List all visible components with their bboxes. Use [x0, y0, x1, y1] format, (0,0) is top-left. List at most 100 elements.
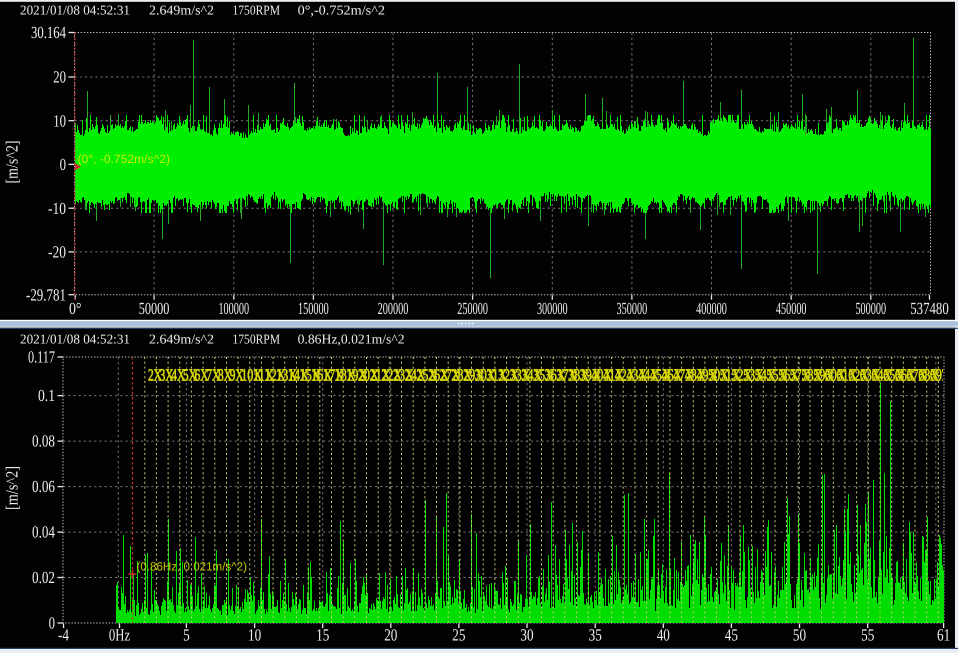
svg-text:52X: 52X [732, 366, 753, 385]
svg-text:-10: -10 [48, 199, 66, 218]
svg-text:0.06: 0.06 [32, 477, 55, 496]
svg-text:50000: 50000 [139, 299, 170, 318]
svg-text:18X: 18X [335, 366, 356, 385]
svg-text:0: 0 [60, 155, 66, 174]
svg-text:8X: 8X [218, 366, 232, 385]
svg-text:20X: 20X [358, 366, 379, 385]
svg-text:19X: 19X [346, 366, 367, 385]
svg-text:537480: 537480 [910, 299, 949, 318]
svg-text:10: 10 [248, 626, 261, 645]
svg-text:350000: 350000 [617, 299, 648, 318]
svg-text:500000: 500000 [855, 299, 886, 318]
svg-text:200000: 200000 [378, 299, 409, 318]
svg-text:4X: 4X [171, 366, 185, 385]
svg-text:30X: 30X [475, 366, 496, 385]
svg-text:-29.781: -29.781 [26, 285, 66, 304]
svg-text:50X: 50X [708, 366, 729, 385]
svg-text:67X: 67X [907, 366, 928, 385]
svg-text:48X: 48X [685, 366, 706, 385]
svg-text:0.04: 0.04 [32, 523, 55, 542]
svg-text:50: 50 [793, 626, 806, 645]
svg-text:69X: 69X [930, 366, 951, 385]
svg-text:35X: 35X [533, 366, 554, 385]
svg-text:5X: 5X [183, 366, 197, 385]
svg-text:32X: 32X [498, 366, 519, 385]
svg-text:400000: 400000 [696, 299, 727, 318]
svg-text:28X: 28X [451, 366, 472, 385]
svg-text:33X: 33X [510, 366, 531, 385]
svg-text:70X: 70X [942, 366, 958, 385]
svg-text:0°: 0° [69, 299, 82, 318]
svg-text:2021/01/08 04:52:31: 2021/01/08 04:52:31 [20, 3, 130, 18]
svg-text:26X: 26X [428, 366, 449, 385]
svg-text:(0.86Hz, 0.021m/s^2): (0.86Hz, 0.021m/s^2) [137, 560, 248, 574]
svg-text:49X: 49X [697, 366, 718, 385]
svg-text:150000: 150000 [298, 299, 329, 318]
svg-text:27X: 27X [440, 366, 461, 385]
svg-text:31X: 31X [486, 366, 507, 385]
svg-text:59X: 59X [813, 366, 834, 385]
svg-text:17X: 17X [323, 366, 344, 385]
svg-text:2.649m/s^2: 2.649m/s^2 [149, 332, 214, 347]
svg-text:54X: 54X [755, 366, 776, 385]
svg-text:22X: 22X [381, 366, 402, 385]
svg-text:0.86Hz,0.021m/s^2: 0.86Hz,0.021m/s^2 [298, 332, 405, 347]
svg-text:68X: 68X [918, 366, 939, 385]
svg-text:14X: 14X [288, 366, 309, 385]
svg-text:36X: 36X [545, 366, 566, 385]
svg-text:30.164: 30.164 [31, 23, 66, 42]
svg-text:2X: 2X [148, 366, 162, 385]
svg-text:24X: 24X [405, 366, 426, 385]
svg-text:61: 61 [937, 626, 950, 645]
svg-text:9X: 9X [230, 366, 244, 385]
svg-text:45X: 45X [650, 366, 671, 385]
svg-text:0.02: 0.02 [32, 568, 55, 587]
svg-text:60X: 60X [825, 366, 846, 385]
svg-text:300000: 300000 [537, 299, 568, 318]
svg-text:15X: 15X [300, 366, 321, 385]
svg-text:58X: 58X [802, 366, 823, 385]
svg-text:25: 25 [452, 626, 465, 645]
svg-text:34X: 34X [521, 366, 542, 385]
svg-text:20: 20 [53, 68, 66, 87]
svg-text:7X: 7X [206, 366, 220, 385]
svg-text:55: 55 [861, 626, 874, 645]
svg-text:2.649m/s^2: 2.649m/s^2 [149, 3, 214, 18]
svg-text:40X: 40X [591, 366, 612, 385]
svg-text:55X: 55X [767, 366, 788, 385]
svg-text:30: 30 [520, 626, 533, 645]
svg-text:42X: 42X [615, 366, 636, 385]
svg-text:62X: 62X [848, 366, 869, 385]
svg-text:0.1: 0.1 [38, 386, 55, 405]
svg-text:0: 0 [49, 614, 55, 633]
svg-text:5: 5 [183, 626, 190, 645]
svg-text:43X: 43X [626, 366, 647, 385]
svg-text:47X: 47X [673, 366, 694, 385]
svg-text:2021/01/08 04:52:31: 2021/01/08 04:52:31 [20, 332, 130, 347]
svg-text:-4: -4 [58, 626, 69, 645]
svg-text:21X: 21X [370, 366, 391, 385]
svg-text:66X: 66X [895, 366, 916, 385]
svg-text:[m/s^2]: [m/s^2] [3, 141, 22, 184]
svg-text:37X: 37X [556, 366, 577, 385]
svg-text:56X: 56X [778, 366, 799, 385]
svg-text:44X: 44X [638, 366, 659, 385]
svg-text:46X: 46X [662, 366, 683, 385]
svg-text:15: 15 [316, 626, 329, 645]
svg-text:53X: 53X [743, 366, 764, 385]
svg-text:38X: 38X [568, 366, 589, 385]
svg-text:6X: 6X [195, 366, 209, 385]
svg-text:1750RPM: 1750RPM [233, 332, 281, 347]
svg-text:57X: 57X [790, 366, 811, 385]
svg-text:13X: 13X [276, 366, 297, 385]
svg-text:10X: 10X [241, 366, 262, 385]
svg-text:450000: 450000 [776, 299, 807, 318]
svg-text:1750RPM: 1750RPM [233, 3, 281, 18]
svg-text:35: 35 [589, 626, 602, 645]
svg-text:(0°, -0.752m/s^2): (0°, -0.752m/s^2) [78, 152, 171, 166]
svg-text:40: 40 [657, 626, 670, 645]
svg-text:41X: 41X [603, 366, 624, 385]
svg-text:64X: 64X [872, 366, 893, 385]
svg-text:25X: 25X [416, 366, 437, 385]
svg-text:0.117: 0.117 [28, 348, 55, 367]
